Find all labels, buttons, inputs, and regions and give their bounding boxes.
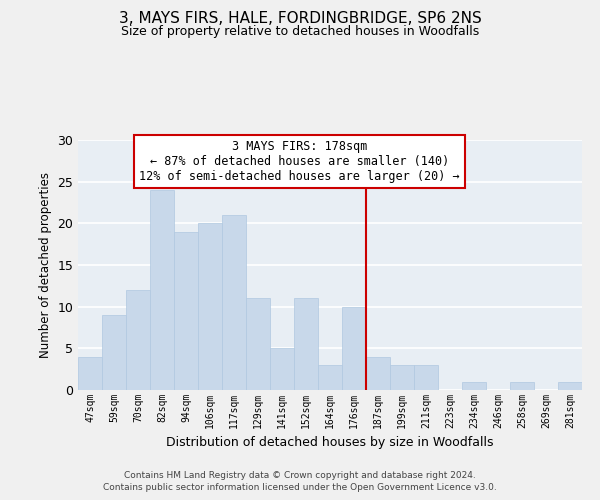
Bar <box>558 382 582 390</box>
Bar <box>246 298 270 390</box>
Bar <box>270 348 294 390</box>
Text: 3 MAYS FIRS: 178sqm
← 87% of detached houses are smaller (140)
12% of semi-detac: 3 MAYS FIRS: 178sqm ← 87% of detached ho… <box>139 140 460 183</box>
Bar <box>126 290 150 390</box>
Bar <box>414 365 438 390</box>
Text: 3, MAYS FIRS, HALE, FORDINGBRIDGE, SP6 2NS: 3, MAYS FIRS, HALE, FORDINGBRIDGE, SP6 2… <box>119 11 481 26</box>
Bar <box>102 315 126 390</box>
Bar <box>366 356 390 390</box>
Text: Size of property relative to detached houses in Woodfalls: Size of property relative to detached ho… <box>121 24 479 38</box>
Bar <box>342 306 366 390</box>
X-axis label: Distribution of detached houses by size in Woodfalls: Distribution of detached houses by size … <box>166 436 494 450</box>
Bar <box>294 298 318 390</box>
Bar <box>78 356 102 390</box>
Y-axis label: Number of detached properties: Number of detached properties <box>39 172 52 358</box>
Bar <box>174 232 198 390</box>
Bar <box>150 190 174 390</box>
Bar <box>462 382 486 390</box>
Bar <box>222 215 246 390</box>
Bar <box>390 365 414 390</box>
Bar <box>510 382 534 390</box>
Text: Contains HM Land Registry data © Crown copyright and database right 2024.
Contai: Contains HM Land Registry data © Crown c… <box>103 471 497 492</box>
Bar <box>318 365 342 390</box>
Bar <box>198 224 222 390</box>
